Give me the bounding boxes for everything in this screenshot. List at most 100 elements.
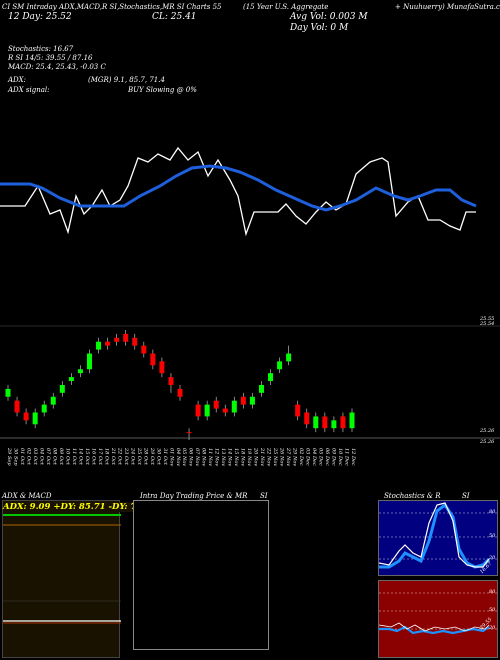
x-tick-label: 10 Dec (337, 448, 343, 466)
x-tick-label: 07 Nov (194, 448, 200, 466)
candle-body (114, 337, 120, 342)
x-tick-label: 20 Nov (253, 447, 259, 466)
adx-signal-label: ADX signal: (8, 86, 50, 94)
price-axis-top: 25.55 (480, 316, 495, 322)
header-cl: CL: 25.41 (152, 12, 197, 22)
candle-body (186, 432, 192, 434)
x-tick-label: 29 Nov (292, 447, 298, 466)
mrsi-readout: (MGR) 9.1, 85.7, 71.4 (88, 76, 165, 84)
stochastics-panel: 80 50 20 16.67 (378, 500, 499, 576)
rsi-readout: R SI 14/5: 39.55 / 87.16 (8, 54, 93, 62)
x-tick-label: 25 Nov (272, 447, 278, 466)
candle-body (213, 400, 219, 409)
x-tick-label: 22 Oct (116, 447, 122, 466)
x-tick-label: 02 Dec (298, 448, 304, 466)
x-tick-label: 17 Oct (97, 448, 103, 466)
header-line1-right: + Nuuhuerry) MunafaSutra.com (395, 3, 500, 11)
x-tick-label: 31 Oct (162, 448, 168, 466)
x-tick-label: 09 Oct (58, 448, 64, 466)
candle-body (204, 404, 210, 417)
mrsi-panel (133, 500, 269, 650)
x-tick-label: 18 Nov (240, 448, 246, 466)
adx-readout: ADX: (8, 76, 27, 84)
candle-body (222, 408, 228, 413)
x-tick-label: 15 Nov (233, 448, 239, 466)
header-avg-vol: Avg Vol: 0.003 M (290, 12, 368, 22)
x-tick-label: 24 Oct (129, 447, 135, 466)
candle-body (331, 420, 337, 429)
candle-body (304, 412, 310, 425)
candle-body (132, 337, 138, 346)
rsi-tick-20: 20 (489, 625, 496, 631)
candle-body (50, 396, 56, 405)
stoch-tick-80: 80 (489, 509, 496, 515)
x-tick-label: 18 Oct (103, 448, 109, 466)
x-tick-label: 03 Oct (32, 448, 38, 466)
mrsi-panel-title: Intra Day Trading Price & MR (140, 492, 248, 500)
x-tick-label: 04 Dec (311, 448, 317, 466)
x-tick-label: 10 Oct (64, 448, 70, 466)
candle-body (23, 412, 29, 421)
candle-body (59, 384, 65, 393)
candle-body (77, 369, 83, 374)
main-chart: 29 Sep 30 Sep 01 Oct 02 Oct 03 Oct 04 Oct 07 O… (0, 146, 500, 466)
x-tick-label: 15 Oct (84, 448, 90, 466)
candle-body (86, 353, 92, 370)
x-tick-label: 25 Oct (136, 447, 142, 466)
x-tick-label: 28 Oct (142, 447, 148, 466)
x-tick-label: 29 Sep (6, 447, 12, 466)
rsi-tick-50: 50 (489, 607, 496, 613)
x-tick-label: 05 Dec (318, 448, 324, 466)
x-tick-label: 21 Nov (259, 447, 265, 466)
candle-body (123, 333, 129, 342)
header-line1-left: CI SM Intraday ADX,MACD,R SI,Stochastics… (2, 3, 222, 11)
x-tick-label: 26 Nov (279, 447, 285, 466)
buy-signal-readout: BUY Slowing @ 0% (128, 86, 197, 94)
candle-body (295, 404, 301, 417)
candle-body (159, 361, 165, 374)
candle-body (195, 404, 201, 417)
x-tick-label: 30 Sep (12, 448, 18, 466)
candle-body (240, 396, 246, 405)
x-axis-labels: 29 Sep 30 Sep 01 Oct 02 Oct 03 Oct 04 Oct 07 O… (6, 447, 356, 466)
candle-group (5, 329, 355, 440)
stochastics-lines (379, 502, 499, 569)
x-tick-label: 02 Oct (25, 448, 31, 466)
header-line1-mid: (15 Year U.S. Aggregate (243, 3, 329, 11)
candle-body (177, 388, 183, 397)
x-tick-label: 16 Oct (90, 448, 96, 466)
x-tick-label: 21 Oct (110, 447, 116, 466)
candle-body (286, 353, 292, 362)
x-tick-label: 27 Nov (285, 447, 291, 466)
x-tick-label: 11 Nov (207, 448, 213, 466)
candle-body (150, 353, 156, 366)
stochastics-readout: Stochastics: 16.67 (8, 45, 74, 53)
adx-panel: ADX: 9.09 +DY: 85.71 -DY: 71.43 (2, 500, 158, 658)
x-tick-label: 08 Oct (51, 448, 57, 466)
candle-body (68, 377, 74, 382)
moving-average-line (0, 164, 477, 212)
candle-body (340, 416, 346, 429)
x-tick-label: 01 Oct (19, 448, 25, 466)
candle-body (141, 345, 147, 354)
x-tick-label: 11 Dec (344, 448, 350, 466)
x-tick-label: 13 Nov (220, 448, 226, 466)
x-tick-label: 04 Nov (175, 448, 181, 466)
rsi-lines (379, 592, 499, 635)
x-tick-label: 04 Oct (38, 448, 44, 466)
candle-body (277, 361, 283, 370)
x-tick-label: 12 Dec (350, 448, 356, 466)
price-white-line (0, 146, 476, 237)
candle-body (322, 416, 328, 429)
macd-readout: MACD: 25.4, 25.43, -0.03 C (8, 63, 106, 71)
rsi-panel: 80 50 20 39.55 (378, 580, 499, 658)
x-tick-label: 22 Nov (266, 447, 272, 466)
mrsi-panel-title-right: SI (260, 492, 268, 500)
x-tick-label: 07 Oct (45, 448, 51, 466)
x-tick-label: 06 Dec (324, 448, 330, 466)
x-tick-label: 14 Nov (227, 448, 233, 466)
candle-body (96, 341, 102, 350)
stoch-panel-title: Stochastics & R (384, 492, 441, 500)
candle-body (313, 416, 319, 429)
x-tick-label: 12 Nov (214, 448, 220, 466)
